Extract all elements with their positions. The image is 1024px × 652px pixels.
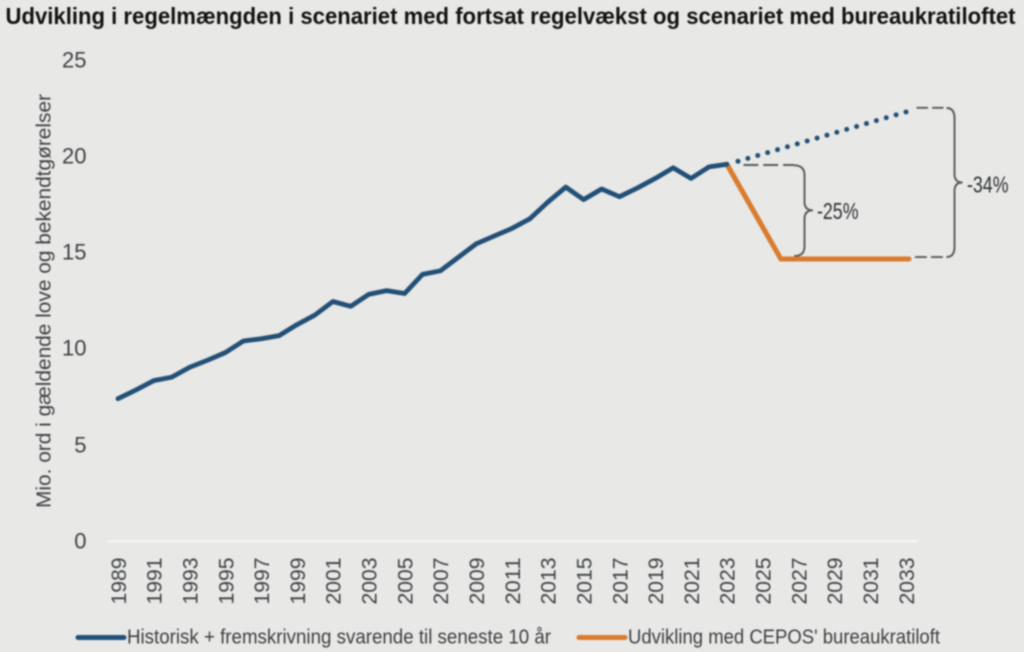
svg-text:2021: 2021	[681, 558, 704, 605]
svg-text:2005: 2005	[394, 558, 417, 605]
svg-text:0: 0	[74, 529, 86, 554]
svg-text:2027: 2027	[788, 558, 811, 605]
svg-text:5: 5	[74, 433, 86, 458]
svg-text:-34%: -34%	[967, 171, 1009, 197]
svg-text:Mio. ord i gældende love og be: Mio. ord i gældende love og bekendtgørel…	[34, 94, 56, 508]
svg-text:2031: 2031	[860, 558, 883, 605]
svg-text:2023: 2023	[717, 558, 740, 605]
svg-text:15: 15	[62, 240, 86, 265]
svg-text:2015: 2015	[574, 558, 597, 605]
svg-text:2009: 2009	[466, 558, 489, 605]
svg-text:1993: 1993	[179, 558, 202, 605]
svg-text:25: 25	[62, 48, 86, 73]
svg-text:2007: 2007	[430, 558, 453, 605]
svg-text:1997: 1997	[251, 558, 274, 605]
svg-text:20: 20	[62, 144, 86, 169]
svg-text:2033: 2033	[896, 558, 919, 605]
svg-text:2003: 2003	[359, 558, 382, 605]
svg-text:2013: 2013	[538, 558, 561, 605]
svg-text:1995: 1995	[215, 558, 238, 605]
svg-text:2011: 2011	[502, 558, 525, 605]
svg-text:2017: 2017	[609, 558, 632, 605]
svg-text:Udvikling med CEPOS' bureaukra: Udvikling med CEPOS' bureaukratiloft	[628, 626, 940, 648]
svg-text:10: 10	[62, 336, 86, 361]
svg-text:2025: 2025	[753, 558, 776, 605]
svg-text:1991: 1991	[144, 558, 167, 605]
svg-text:2029: 2029	[824, 558, 847, 605]
svg-text:2001: 2001	[323, 558, 346, 605]
svg-text:2019: 2019	[645, 558, 668, 605]
svg-text:1989: 1989	[108, 558, 131, 605]
svg-text:Historisk + fremskrivning svar: Historisk + fremskrivning svarende til s…	[127, 626, 551, 648]
svg-text:1999: 1999	[287, 558, 310, 605]
svg-text:Udvikling i regelmængden i sce: Udvikling i regelmængden i scenariet med…	[6, 3, 1016, 29]
svg-text:-25%: -25%	[817, 198, 859, 224]
